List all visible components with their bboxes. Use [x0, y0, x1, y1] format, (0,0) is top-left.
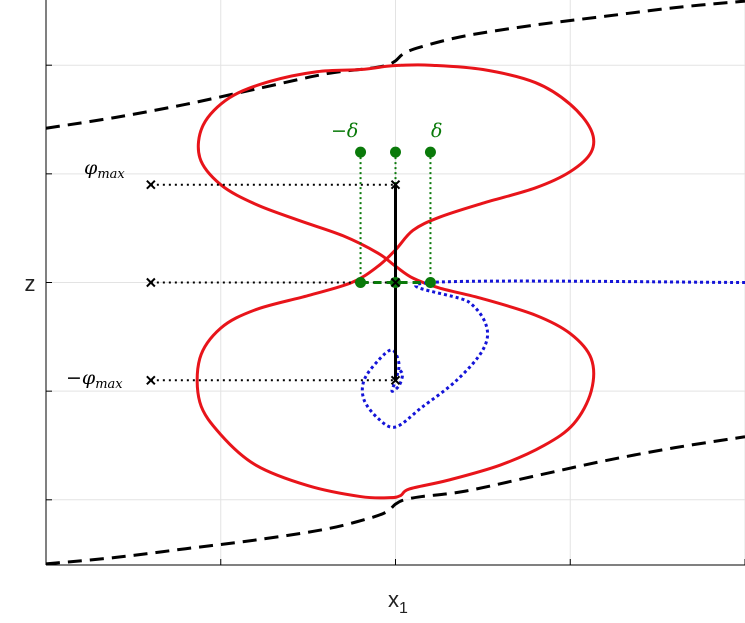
phi-max-marker — [390, 180, 401, 190]
delta-bottom-marker — [424, 277, 436, 288]
cross-stroke — [146, 375, 156, 385]
phi-max-marker — [146, 277, 156, 288]
origin-marker — [390, 277, 401, 288]
phi-max-marker — [146, 180, 156, 190]
delta-bottom-marker — [355, 277, 367, 288]
axes-frame — [45, 0, 745, 566]
phi-max-label: φmax — [84, 157, 125, 182]
delta-top-marker — [424, 146, 436, 158]
cross-stroke — [146, 180, 156, 190]
cross-stroke — [390, 277, 401, 288]
neg-delta-label: −δ — [331, 120, 358, 142]
y-axis-label: z — [25, 271, 36, 296]
lower-separatrix-curve — [45, 435, 745, 566]
region-boundary-curve — [360, 279, 745, 429]
phi-max-marker — [390, 375, 401, 385]
x-axis-label: x1 — [388, 587, 408, 617]
upper-separatrix-curve — [45, 0, 745, 130]
phi-max-marker — [146, 375, 156, 385]
cross-stroke — [146, 277, 156, 288]
neg-phi-max-label: −φmax — [66, 367, 123, 392]
guide-layer — [150, 152, 432, 382]
marker-layer — [146, 146, 436, 385]
cross-stroke — [390, 180, 401, 190]
delta-label: δ — [431, 120, 442, 142]
delta-top-marker — [390, 146, 401, 158]
series-layer — [45, 0, 745, 566]
cross-stroke — [390, 375, 401, 385]
trajectory-curve — [195, 63, 596, 500]
delta-top-marker — [355, 146, 367, 158]
